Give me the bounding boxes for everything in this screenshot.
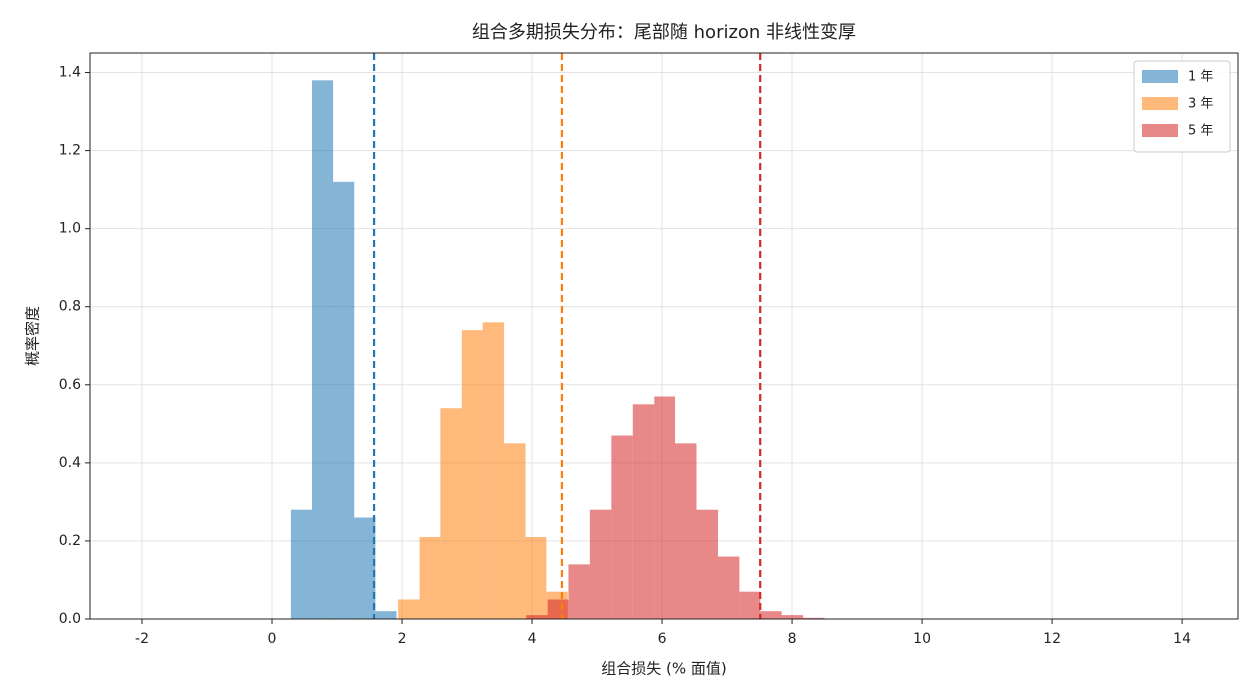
plot-frame — [89, 52, 1239, 620]
legend-swatch — [1142, 124, 1178, 137]
histogram-bar — [290, 509, 312, 619]
legend-swatch — [1142, 97, 1178, 110]
y-tick-label: 1.0 — [59, 221, 81, 237]
histogram-bar — [696, 509, 718, 619]
x-tick-label: 4 — [528, 631, 537, 647]
legend-swatch — [1142, 70, 1178, 83]
histogram-bar — [526, 615, 548, 619]
histogram-bar — [375, 611, 397, 619]
y-tick-label: 1.2 — [59, 143, 81, 159]
x-tick-label: 2 — [398, 631, 407, 647]
histogram-bar — [440, 408, 462, 619]
x-axis-label: 组合损失 (% 面值) — [601, 660, 727, 678]
histogram-bar — [398, 599, 420, 619]
legend-label: 5 年 — [1188, 124, 1213, 139]
histogram-bar — [419, 537, 441, 619]
x-tick-label: 0 — [268, 631, 277, 647]
histogram-bar — [781, 615, 804, 619]
histogram-bar — [482, 322, 505, 619]
histogram-bar — [311, 80, 334, 619]
x-tick-label: -2 — [135, 631, 149, 647]
y-tick-label: 0.0 — [59, 611, 81, 627]
y-tick-label: 0.4 — [59, 455, 81, 471]
histogram-bar — [568, 564, 590, 619]
histogram-bar — [675, 443, 697, 619]
y-tick-label: 0.8 — [59, 299, 81, 315]
histogram-bar — [354, 517, 376, 619]
y-tick-label: 1.4 — [59, 65, 81, 81]
histogram-bar — [803, 617, 825, 619]
x-tick-label: 14 — [1173, 631, 1191, 647]
legend-label: 1 年 — [1188, 70, 1213, 85]
histogram-bar — [654, 396, 676, 619]
histogram-bar — [739, 591, 761, 619]
x-tick-label: 10 — [913, 631, 931, 647]
histogram-bar — [589, 509, 612, 619]
histogram-bar — [333, 181, 355, 620]
y-tick-label: 0.6 — [59, 377, 81, 393]
y-axis-label: 概率密度 — [24, 306, 42, 366]
histogram-bar — [632, 404, 655, 619]
x-tick-label: 8 — [788, 631, 797, 647]
histogram-bar — [611, 435, 633, 619]
histogram-bar — [547, 599, 569, 619]
histogram-bar — [760, 611, 782, 619]
x-tick-label: 6 — [658, 631, 667, 647]
x-tick-label: 12 — [1043, 631, 1061, 647]
histogram-bar — [504, 443, 526, 619]
histogram-bar — [717, 556, 740, 619]
histogram-bar — [525, 537, 547, 619]
legend-label: 3 年 — [1188, 97, 1213, 112]
y-tick-label: 0.2 — [59, 533, 81, 549]
histogram-bar — [461, 330, 483, 619]
chart-title: 组合多期损失分布：尾部随 horizon 非线性变厚 — [472, 22, 856, 43]
